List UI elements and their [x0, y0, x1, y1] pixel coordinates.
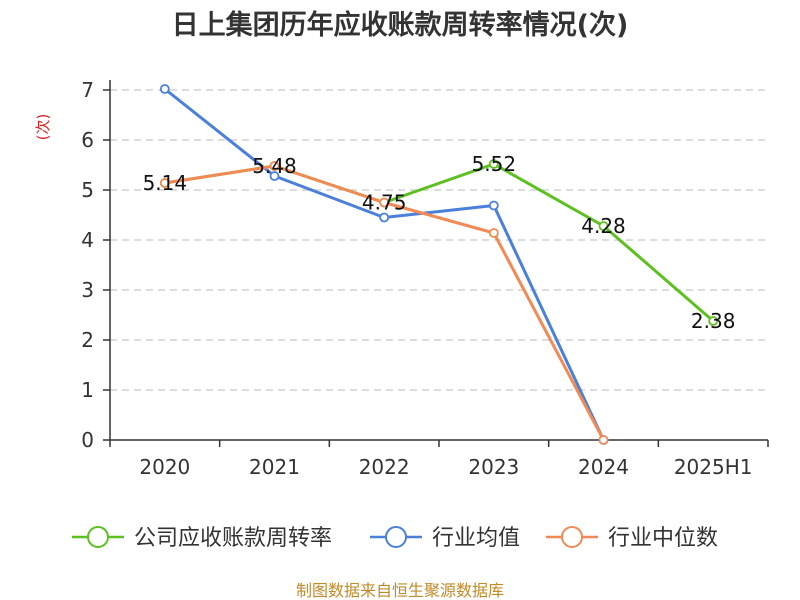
- y-tick-label: 7: [81, 78, 94, 102]
- data-point: [488, 228, 499, 238]
- legend-swatch-marker: [561, 526, 583, 548]
- legend-item[interactable]: 公司应收账款周转率: [72, 526, 332, 551]
- data-point: [269, 171, 280, 181]
- data-label: 4.75: [362, 191, 407, 215]
- legend-label: 行业中位数: [608, 526, 718, 551]
- data-label: 4.28: [581, 214, 626, 238]
- y-tick-label: 3: [81, 278, 94, 302]
- data-labels: 5.14 5.48 4.75 5.52 4.28 2.38: [143, 152, 736, 333]
- data-point: [488, 159, 499, 169]
- x-tick-label: 2022: [359, 455, 410, 479]
- data-point: [269, 161, 280, 171]
- series-2: [159, 161, 609, 445]
- data-label: 5.52: [472, 152, 517, 176]
- x-tick-label: 2025H1: [674, 455, 753, 479]
- legend-label: 公司应收账款周转率: [134, 526, 332, 551]
- data-point: [708, 316, 719, 326]
- x-tick-label: 2024: [578, 455, 629, 479]
- legend-item[interactable]: 行业中位数: [546, 526, 718, 551]
- series-line: [163, 87, 605, 441]
- chart-title: 日上集团历年应收账款周转率情况(次): [172, 9, 629, 41]
- series-0: [159, 159, 719, 326]
- data-point: [159, 84, 170, 94]
- source-note: 制图数据来自恒生聚源数据库: [296, 581, 504, 600]
- series-1: [159, 84, 609, 445]
- legend-item[interactable]: 行业均值: [370, 526, 520, 551]
- y-tick-label: 6: [81, 128, 94, 152]
- data-point: [598, 435, 609, 445]
- data-label: 5.48: [252, 154, 297, 178]
- y-tick-label: 1: [81, 378, 94, 402]
- y-tick-label: 5: [81, 178, 94, 202]
- data-point: [379, 212, 390, 223]
- legend: 公司应收账款周转率 行业均值 行业中位数: [72, 526, 718, 551]
- data-label: 2.38: [691, 309, 736, 333]
- y-tick-label: 0: [81, 428, 94, 452]
- x-tick-label: 2021: [249, 455, 300, 479]
- axes: 0 1 2 3 4 5 6 7 2020 2021 2022 2023 2024 2025H1: [81, 78, 769, 479]
- data-point: [488, 200, 499, 211]
- series-line: [164, 162, 715, 323]
- data-label: 5.14: [143, 171, 188, 195]
- series-layer: [159, 84, 719, 445]
- legend-swatch-marker: [87, 526, 109, 548]
- legend-label: 行业均值: [432, 526, 520, 551]
- data-point: [598, 221, 609, 231]
- data-point: [159, 178, 170, 188]
- y-tick-label: 4: [81, 228, 94, 252]
- legend-swatch-marker: [385, 526, 407, 548]
- data-point: [379, 197, 390, 208]
- x-tick-label: 2020: [139, 455, 190, 479]
- y-tick-label: 2: [81, 328, 94, 352]
- x-tick-label: 2023: [468, 455, 519, 479]
- y-axis-label: (次): [34, 114, 52, 141]
- grid-lines: [110, 89, 768, 391]
